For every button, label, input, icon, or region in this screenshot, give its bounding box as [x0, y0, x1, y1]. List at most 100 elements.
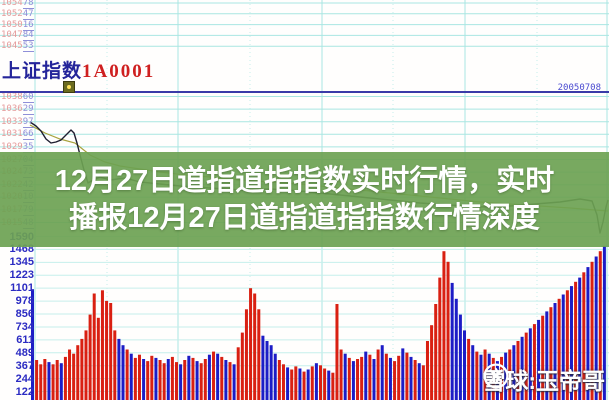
volume-bar: [335, 304, 339, 400]
volume-bar: [80, 338, 84, 400]
volume-bar: [253, 293, 257, 400]
volume-bar: [72, 353, 76, 400]
volume-bar: [594, 256, 598, 400]
volume-bar: [351, 361, 355, 400]
volume-axis-label: 244: [15, 372, 34, 385]
volume-bar: [294, 366, 298, 400]
volume-bar: [170, 356, 174, 400]
volume-bar: [409, 356, 413, 400]
volume-bar: [269, 345, 273, 400]
volume-bar: [166, 359, 170, 400]
upper-price-label-decimals: 53: [22, 41, 34, 53]
volume-bar: [425, 341, 429, 400]
volume-bar: [113, 330, 117, 400]
volume-bar: [154, 357, 158, 400]
volume-axis-label: 734: [15, 320, 34, 333]
volume-bar: [109, 303, 113, 400]
volume-bar: [372, 359, 376, 400]
volume-bar: [487, 353, 491, 400]
watermark: 雪球:玉帝哥: [482, 362, 605, 396]
volume-bar: [598, 251, 602, 400]
volume-bar: [290, 369, 294, 400]
main-price-label-decimals: 29: [22, 104, 34, 116]
volume-bar: [310, 366, 314, 400]
main-price-label: 103629: [1, 104, 34, 116]
upper-price-label-decimals: 84: [22, 30, 34, 42]
volume-bar: [39, 364, 43, 400]
volume-bar: [59, 363, 63, 400]
volume-axis-label: 1223: [9, 269, 34, 282]
volume-bar: [549, 307, 553, 400]
volume-bar: [158, 360, 162, 400]
volume-bar: [380, 345, 384, 400]
headline-overlay-band: 12月27日道指道指指数实时行情，实时 播报12月27日道指道指指数行情深度: [0, 152, 609, 247]
main-price-label: 103860: [1, 91, 34, 103]
main-price-label: 103166: [1, 129, 34, 141]
volume-bar: [199, 363, 203, 400]
volume-bar: [421, 365, 425, 400]
volume-bar: [84, 330, 88, 400]
volume-bar: [401, 348, 405, 400]
volume-bar: [397, 355, 401, 400]
headline-line-2: 播报12月27日道指道指指数行情深度: [69, 201, 540, 234]
volume-bar: [434, 304, 438, 400]
volume-bar: [446, 261, 450, 400]
volume-axis-label: 1101: [10, 282, 34, 295]
volume-bar: [524, 332, 528, 400]
volume-bar: [88, 314, 92, 400]
volume-bar: [343, 353, 347, 400]
volume-bar: [561, 294, 565, 400]
volume-bar: [368, 354, 372, 400]
volume-bar: [417, 363, 421, 400]
volume-bar: [360, 356, 364, 400]
volume-bar: [191, 357, 195, 400]
volume-axis-label: 489: [15, 346, 34, 359]
volume-bar: [569, 286, 573, 400]
volume-bar: [92, 293, 96, 400]
volume-bar: [532, 324, 536, 400]
volume-bar: [537, 319, 541, 400]
volume-bar: [43, 359, 47, 400]
volume-bar: [236, 347, 240, 400]
volume-bar: [31, 289, 35, 400]
upper-price-label: 104553: [1, 41, 34, 53]
volume-bar: [265, 341, 269, 400]
volume-bar: [212, 351, 216, 400]
volume-bar: [240, 332, 244, 400]
volume-bar: [35, 360, 39, 400]
upper-price-label-decimals: 78: [22, 0, 34, 9]
volume-axis-label: 856: [15, 308, 34, 321]
volume-bar: [565, 290, 569, 400]
xueqiu-snowball-icon: [483, 363, 509, 389]
volume-bar: [216, 353, 220, 400]
chart-marker-icon[interactable]: [63, 81, 75, 93]
volume-bar: [228, 362, 232, 400]
volume-bar: [146, 361, 150, 400]
volume-bar: [125, 349, 129, 400]
upper-price-label-decimals: 16: [22, 19, 34, 31]
volume-bar: [76, 345, 80, 400]
instrument-name: 上证指数: [2, 61, 83, 82]
volume-bar: [442, 251, 446, 400]
volume-axis-label: 611: [16, 333, 34, 346]
volume-bar: [232, 364, 236, 400]
volume-bar: [553, 303, 557, 400]
volume-bar: [327, 370, 331, 400]
volume-bar: [179, 364, 183, 400]
volume-bar: [463, 330, 467, 400]
main-price-label-decimals: 97: [22, 116, 34, 128]
volume-bar: [137, 354, 141, 400]
volume-bar: [162, 363, 166, 400]
volume-bar: [244, 309, 248, 400]
volume-axis-label: 1345: [9, 256, 34, 269]
volume-bar: [129, 353, 133, 400]
headline-line-1: 12月27日道指道指指数实时行情，实时: [54, 164, 555, 197]
volume-bar: [100, 290, 104, 400]
volume-bar: [273, 353, 277, 400]
volume-axis-label: 122: [15, 385, 34, 398]
pane-divider: [0, 91, 609, 93]
date-stamp: 20050708: [557, 83, 601, 93]
volume-bar: [516, 341, 520, 400]
volume-bar: [175, 362, 179, 400]
volume-bar: [224, 360, 228, 400]
